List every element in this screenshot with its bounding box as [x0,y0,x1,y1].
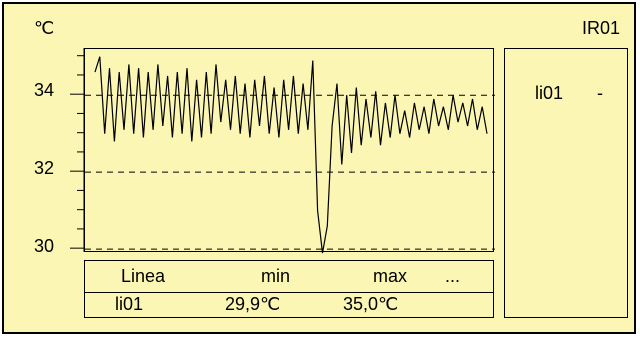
legend-table: Linea min max ... li01 29,9℃ 35,0℃ [84,260,494,318]
side-panel: li01 - [504,48,628,318]
legend-divider [85,292,493,293]
legend-header-min: min [261,266,291,286]
series-line-li01 [94,56,488,254]
line-chart [85,56,495,254]
legend-row-line: li01 [115,294,144,314]
y-tick-label: 34 [34,80,55,100]
side-panel-item-value: - [597,83,603,103]
side-panel-item-label: li01 [535,83,564,103]
y-tick-label: 32 [34,158,55,178]
legend-header-max: max [373,266,408,286]
chart-window: ℃ IR01 34 32 30 Linea min max ... li01 2… [2,2,636,334]
unit-label: ℃ [34,18,55,38]
y-axis [70,48,85,252]
y-tick-label: 30 [34,236,55,256]
legend-header-line: Linea [121,266,166,286]
legend-row-min: 29,9℃ [225,294,281,314]
legend-header-more: ... [445,266,461,286]
legend-row-max: 35,0℃ [343,294,399,314]
channel-label: IR01 [582,18,621,38]
